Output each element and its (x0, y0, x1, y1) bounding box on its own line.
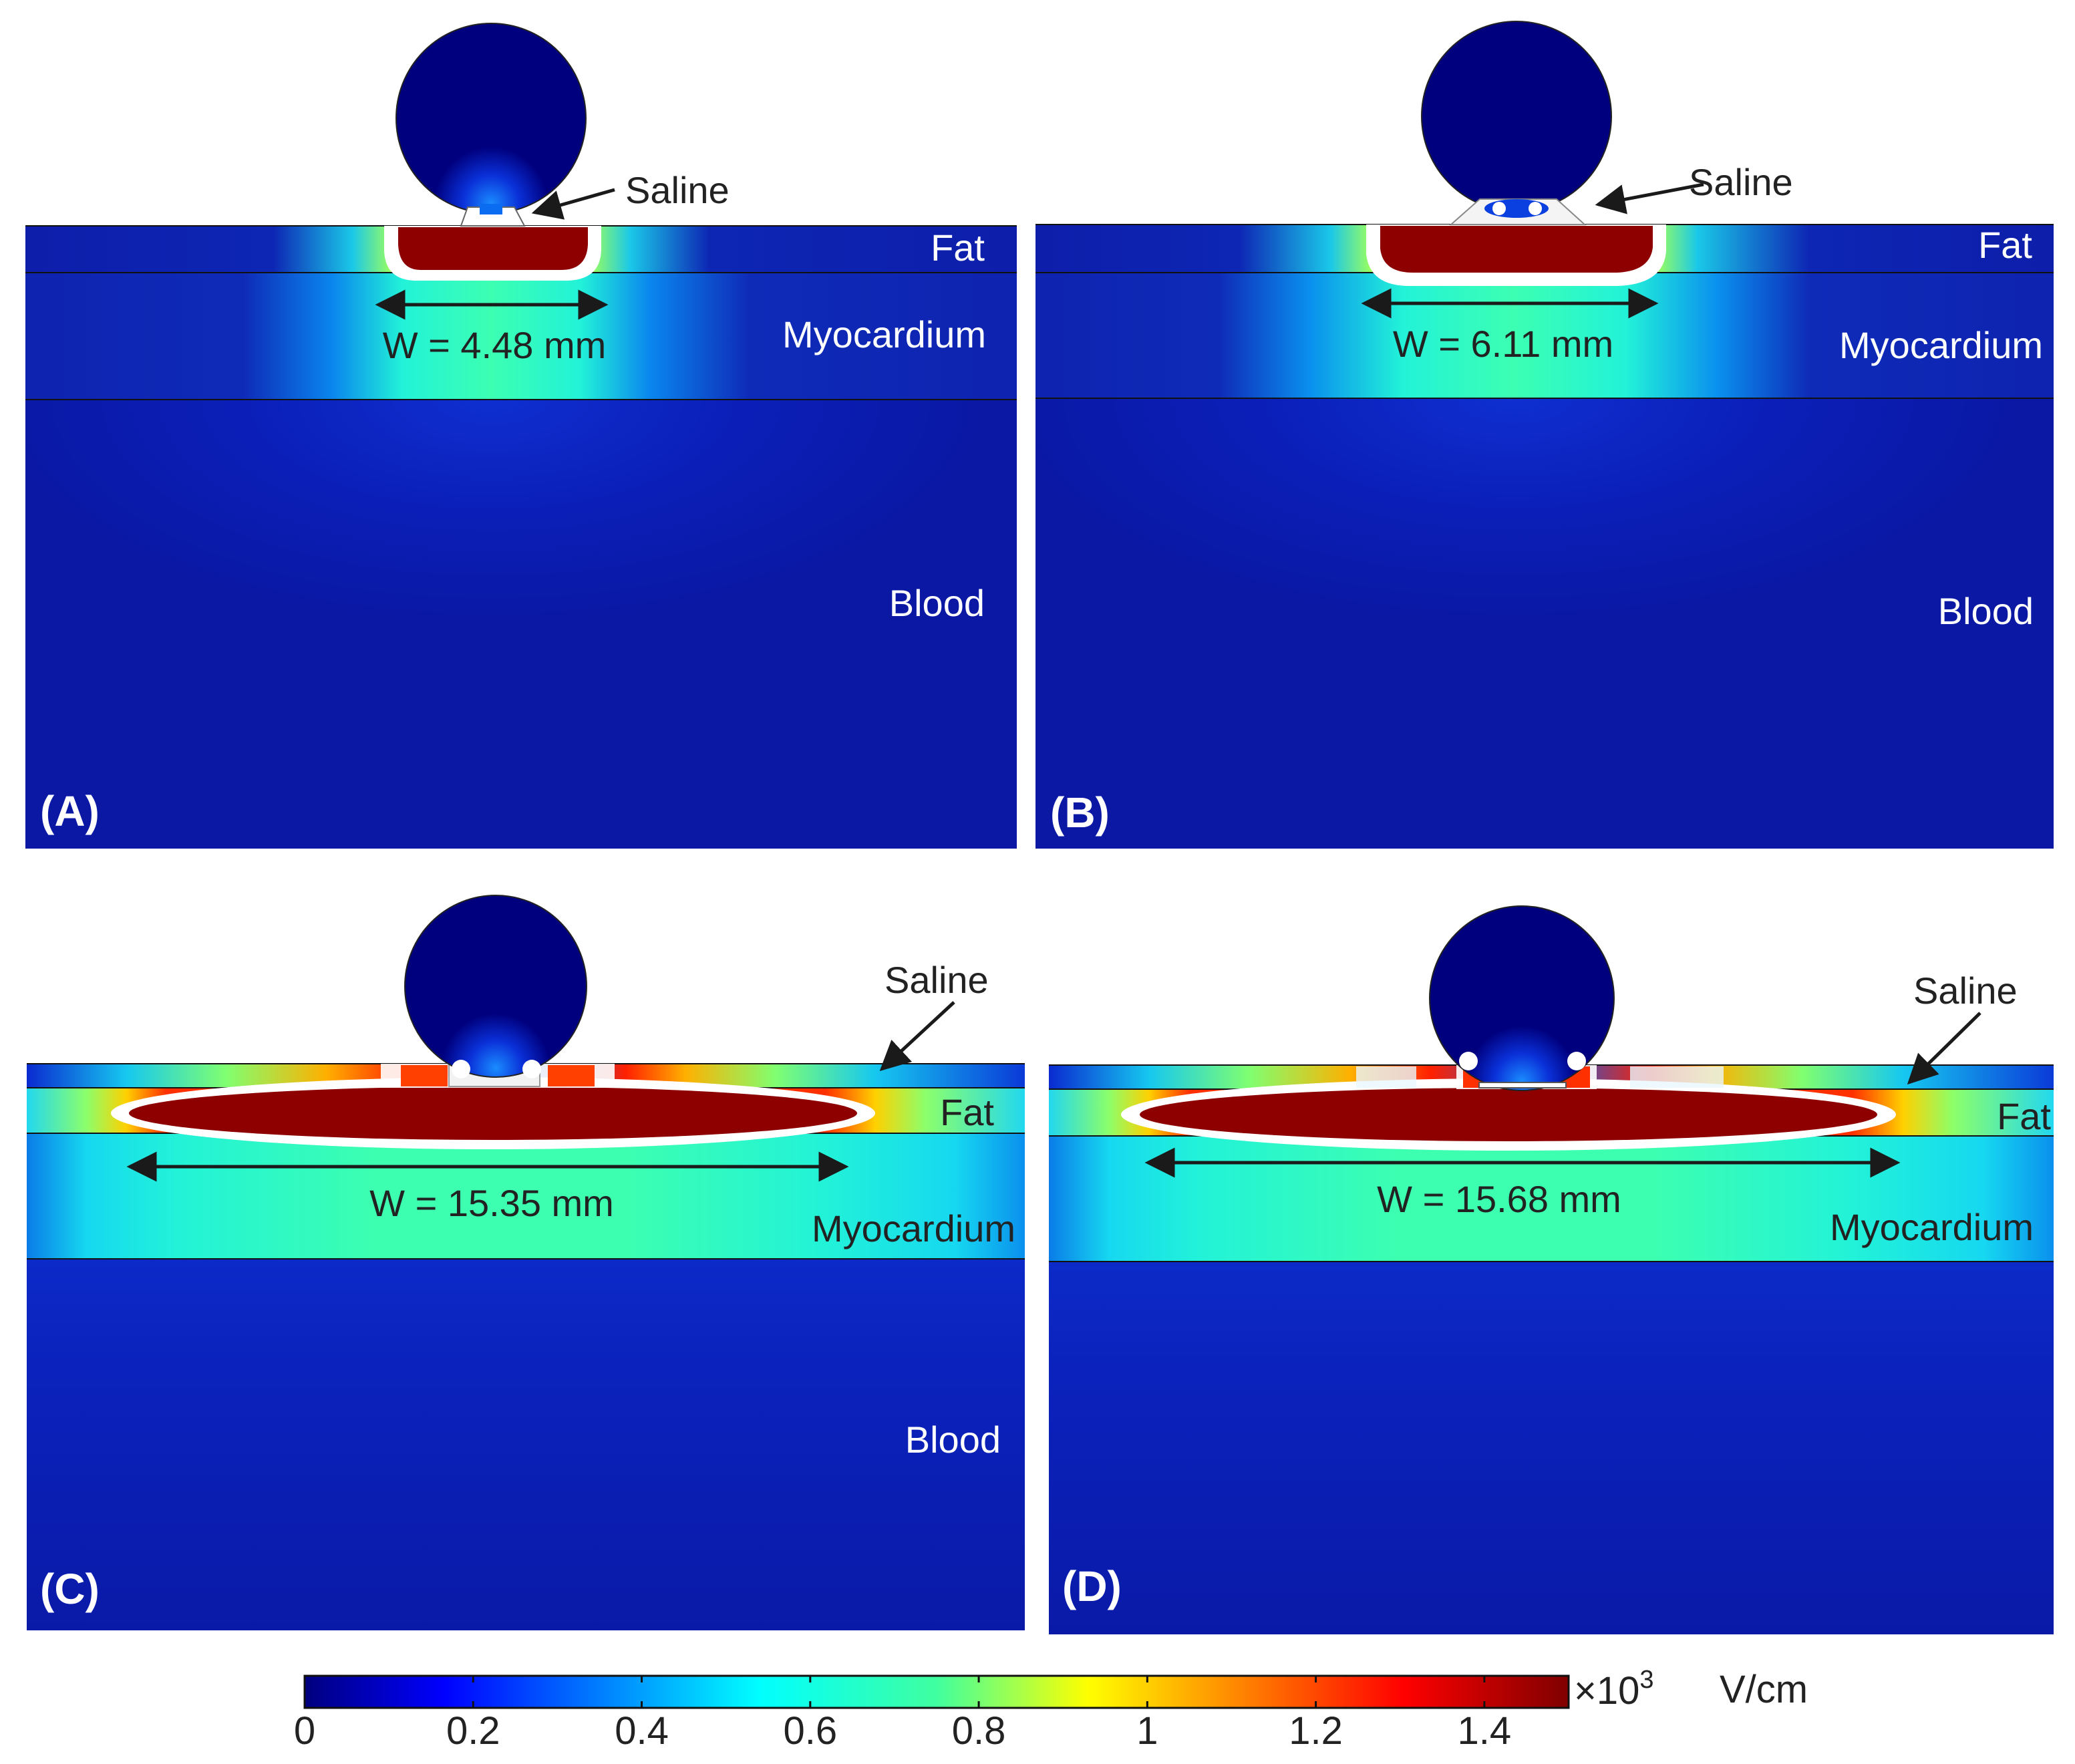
blood-layer (1049, 1262, 2054, 1634)
panel-label: (B) (1050, 788, 1110, 837)
panel-label: (D) (1062, 1562, 1122, 1610)
panel-a: W = 4.48 mm Fat Myocardium Blood (A) Sal… (25, 23, 1017, 849)
saline-pointer (879, 1001, 955, 1072)
colorbar-multiplier-base: ×10 (1574, 1669, 1639, 1713)
ablation-core (1140, 1088, 1877, 1141)
panel-b: W = 6.11 mm Fat Myocardium Blood (B) Sal… (1035, 21, 2054, 849)
ablation-core (129, 1086, 857, 1140)
blood-layer (1035, 398, 2054, 849)
colorbar-tick-label: 0 (294, 1709, 315, 1753)
colorbar-tick-label: 1.2 (1289, 1709, 1343, 1753)
saline-pointer (1595, 182, 1704, 214)
panel-label: (A) (40, 787, 100, 835)
width-label: W = 15.35 mm (369, 1182, 614, 1224)
electrode (1429, 905, 1615, 1091)
colorbar-tick-label: 0.2 (446, 1709, 500, 1753)
myocardium-label: Myocardium (1839, 324, 2043, 366)
panel-d: W = 15.68 mm Fat Myocardium (D) Saline (1049, 905, 2054, 1634)
saline-label: Saline (1689, 161, 1793, 203)
colorbar: 0 0.2 0.4 0.6 0.8 1 1.2 1.4 ×103 V/cm (294, 1666, 1808, 1753)
electrode (1421, 21, 1612, 212)
width-label: W = 15.68 mm (1377, 1178, 1621, 1220)
fat-label: Fat (931, 227, 985, 269)
myocardium-label: Myocardium (1830, 1206, 2034, 1248)
blood-label: Blood (905, 1419, 1001, 1461)
fat-label: Fat (1978, 224, 2032, 266)
colorbar-tick-label: 0.6 (783, 1709, 837, 1753)
electrode (395, 23, 587, 214)
ablation-core (1380, 226, 1653, 273)
blood-layer (25, 400, 1017, 849)
colorbar-tick-label: 1 (1136, 1709, 1158, 1753)
colorbar-multiplier: ×103 (1574, 1666, 1654, 1713)
panel-label: (C) (40, 1565, 100, 1613)
saline-label: Saline (1913, 970, 2018, 1012)
fat-label: Fat (1997, 1095, 2051, 1137)
fat-label: Fat (940, 1091, 994, 1133)
saline-pointer (531, 188, 615, 220)
colorbar-exponent: 3 (1639, 1666, 1653, 1694)
saline-label: Saline (885, 959, 989, 1001)
blood-layer (27, 1259, 1025, 1630)
myocardium-label: Myocardium (812, 1207, 1015, 1250)
colorbar-ticks: 0 0.2 0.4 0.6 0.8 1 1.2 1.4 (294, 1676, 1511, 1753)
width-label: W = 4.48 mm (383, 324, 607, 366)
saline-label: Saline (625, 169, 730, 211)
ablation-core (398, 227, 588, 270)
colorbar-gradient (303, 1674, 1570, 1709)
colorbar-tick-label: 0.8 (952, 1709, 1006, 1753)
blood-label: Blood (889, 582, 985, 624)
saline-pointer (1907, 1012, 1981, 1085)
colorbar-tick-label: 0.4 (615, 1709, 669, 1753)
colorbar-unit: V/cm (1720, 1668, 1808, 1711)
myocardium-label: Myocardium (782, 313, 986, 355)
electrode (404, 895, 587, 1078)
width-label: W = 6.11 mm (1393, 323, 1613, 365)
panel-c: W = 15.35 mm Fat Myocardium Blood (C) Sa… (27, 895, 1025, 1630)
colorbar-tick-label: 1.4 (1458, 1709, 1512, 1753)
blood-label: Blood (1938, 590, 2034, 632)
